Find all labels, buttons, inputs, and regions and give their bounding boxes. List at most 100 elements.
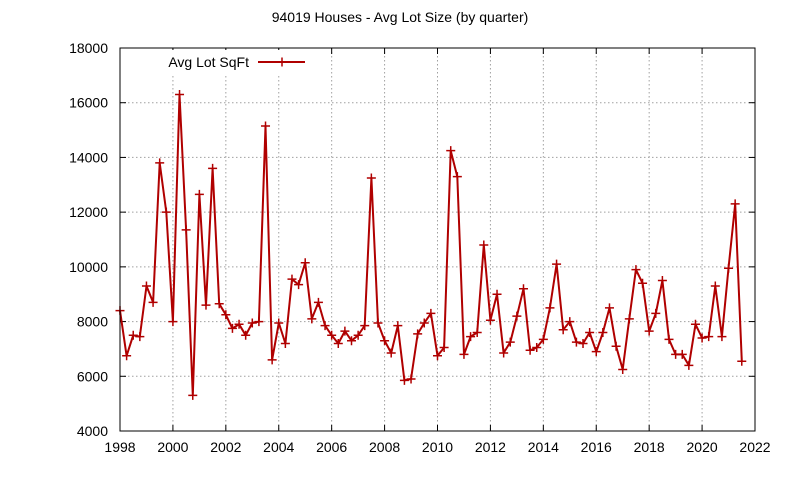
y-tick-label: 12000	[69, 204, 108, 220]
data-point	[638, 278, 648, 288]
data-point	[717, 332, 727, 342]
data-point	[684, 360, 694, 370]
data-point	[565, 317, 575, 327]
data-point	[737, 356, 747, 366]
x-tick-label: 2018	[634, 439, 665, 455]
data-point	[505, 337, 515, 347]
y-tick-label: 10000	[69, 259, 108, 275]
data-point	[399, 375, 409, 385]
data-point	[287, 274, 297, 284]
y-tick-label: 18000	[69, 40, 108, 56]
data-point	[697, 333, 707, 343]
y-tick-label: 16000	[69, 95, 108, 111]
data-point	[241, 330, 251, 340]
data-point	[181, 225, 191, 235]
legend-marker	[277, 57, 287, 67]
y-axis-tick-labels: 4000 6000 8000 10000 12000 14000 16000 18000	[69, 40, 108, 439]
data-point	[426, 308, 436, 318]
data-point	[446, 146, 456, 156]
x-tick-label: 2020	[687, 439, 718, 455]
data-point	[227, 323, 237, 333]
data-point	[221, 310, 231, 320]
grid	[120, 48, 755, 431]
x-tick-label: 2004	[263, 439, 294, 455]
data-point	[327, 330, 337, 340]
data-point	[307, 314, 317, 324]
data-point	[340, 326, 350, 336]
data-point	[122, 351, 132, 361]
data-point	[360, 321, 370, 331]
data-point	[690, 319, 700, 329]
data-point	[135, 332, 145, 342]
data-point	[433, 351, 442, 361]
data-point	[571, 337, 581, 347]
x-tick-label: 1998	[104, 439, 135, 455]
data-point	[472, 328, 482, 338]
x-tick-label: 2008	[369, 439, 400, 455]
legend-label: Avg Lot SqFt	[168, 54, 249, 70]
data-point	[518, 284, 528, 294]
x-tick-label: 2002	[210, 439, 241, 455]
x-tick-label: 2014	[528, 439, 559, 455]
data-point	[618, 364, 628, 374]
data-point	[578, 338, 588, 348]
data-point	[254, 317, 264, 327]
data-point	[168, 317, 178, 327]
data-point	[406, 374, 416, 384]
data-point	[466, 332, 476, 342]
data-point	[333, 338, 343, 348]
data-point	[194, 189, 204, 199]
data-point	[247, 318, 257, 328]
data-point	[175, 90, 185, 100]
data-point	[459, 349, 469, 359]
data-point	[704, 332, 714, 342]
data-point	[294, 280, 304, 290]
x-tick-label: 2006	[316, 439, 347, 455]
plot-frame	[119, 47, 756, 432]
data-point	[677, 349, 687, 359]
x-tick-label: 2000	[157, 439, 188, 455]
x-tick-label: 2022	[739, 439, 770, 455]
data-point	[552, 259, 562, 269]
data-point	[353, 330, 363, 340]
data-point	[485, 315, 495, 325]
data-point	[155, 158, 165, 168]
data-point	[730, 199, 740, 209]
data-point	[598, 328, 608, 338]
data-point	[214, 299, 224, 309]
data-point	[525, 345, 535, 355]
data-point	[141, 281, 151, 291]
x-tick-label: 2016	[581, 439, 612, 455]
data-point	[611, 341, 621, 351]
data-point	[208, 163, 218, 173]
data-point	[724, 263, 734, 273]
series-line	[119, 93, 743, 397]
data-point	[267, 355, 277, 365]
data-point	[512, 311, 522, 321]
series-layer	[115, 90, 747, 400]
data-point	[452, 172, 462, 182]
data-point	[274, 318, 284, 328]
data-point	[545, 303, 555, 313]
data-point	[651, 308, 661, 318]
data-point	[710, 281, 720, 291]
data-point	[313, 297, 323, 307]
legend: Avg Lot SqFt	[148, 50, 308, 74]
data-point	[492, 289, 502, 299]
data-point	[532, 343, 542, 353]
data-point	[393, 321, 403, 331]
data-point	[128, 330, 138, 340]
data-point	[261, 121, 271, 131]
data-point	[591, 347, 601, 357]
data-point	[320, 321, 330, 331]
data-point	[148, 297, 158, 307]
y-tick-label: 4000	[77, 423, 108, 439]
chart-title: 94019 Houses - Avg Lot Size (by quarter)	[272, 9, 529, 25]
y-tick-label: 6000	[77, 368, 108, 384]
data-point	[380, 336, 390, 346]
y-tick-label: 14000	[69, 149, 108, 165]
x-tick-label: 2010	[422, 439, 453, 455]
x-tick-label: 2012	[475, 439, 506, 455]
data-point	[479, 240, 489, 250]
